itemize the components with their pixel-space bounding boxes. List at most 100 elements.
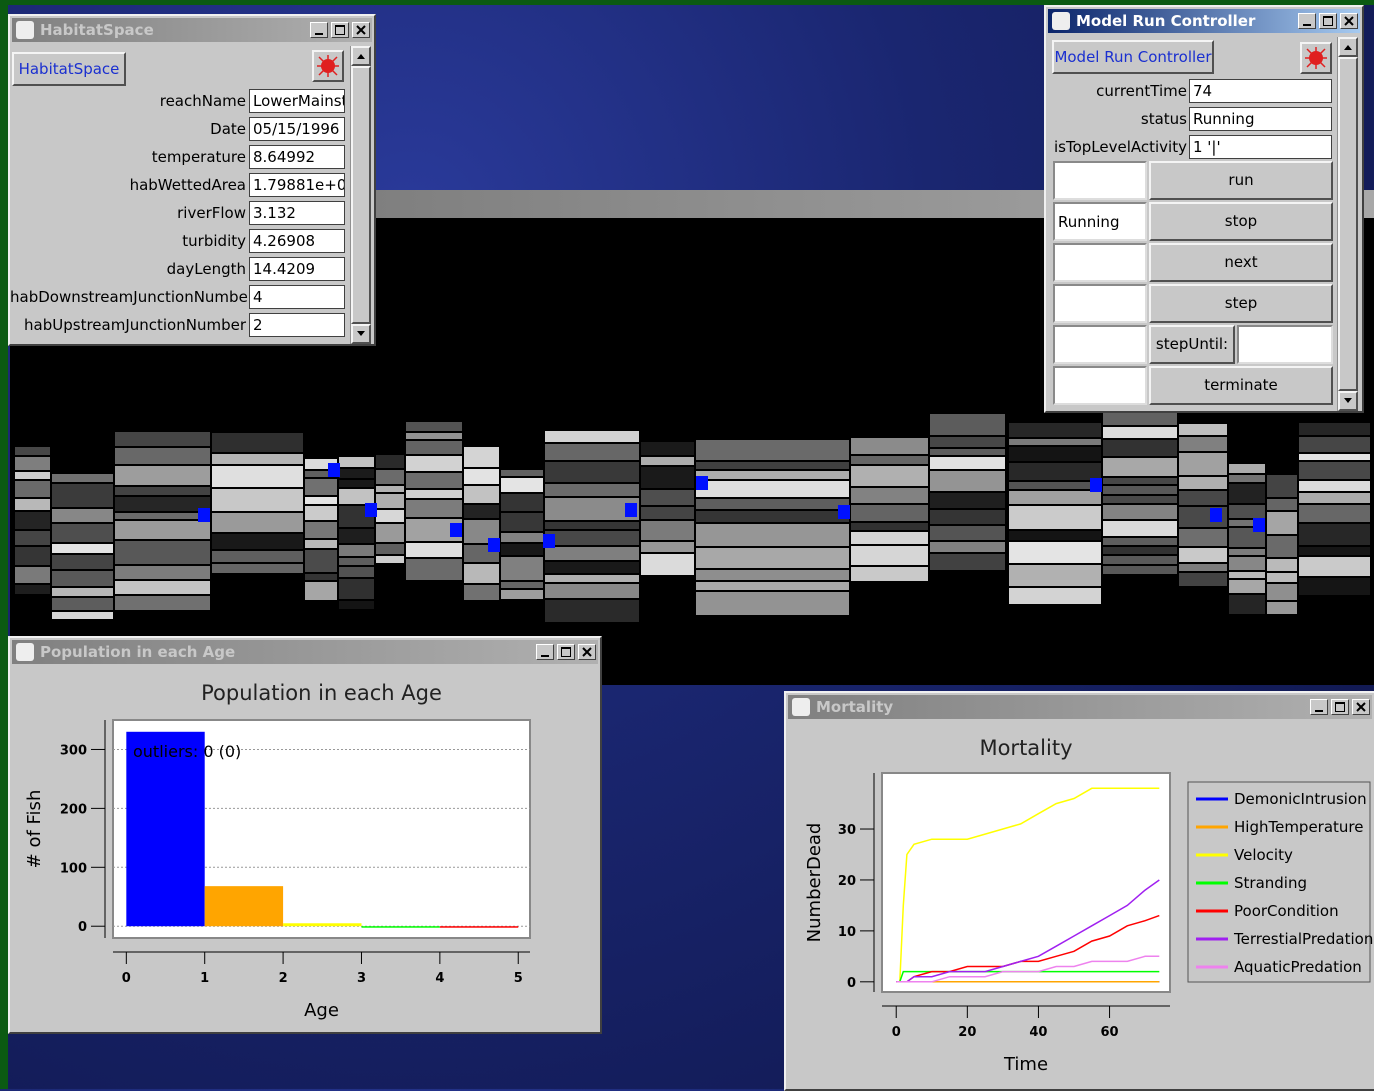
scroll-up[interactable] — [1338, 37, 1358, 57]
habitat-cell — [930, 437, 1005, 447]
habitat-cell — [339, 545, 374, 556]
field-value[interactable]: Running — [1189, 107, 1332, 131]
close-button[interactable] — [1340, 13, 1358, 29]
field-value[interactable]: 1 '|' — [1189, 135, 1332, 159]
habitat-cell — [1229, 484, 1265, 503]
habitat-cell — [851, 438, 928, 454]
control-button[interactable]: step — [1149, 284, 1333, 323]
scroll-up[interactable] — [351, 46, 371, 66]
maximize-button[interactable] — [557, 644, 575, 660]
habitat-cell — [1299, 437, 1370, 452]
title-bar: Population in each Age — [12, 640, 598, 664]
field-value[interactable]: LowerMainst — [249, 89, 345, 113]
habitat-cell — [464, 447, 499, 467]
habitat-cell — [1179, 564, 1227, 571]
field-label: temperature — [10, 145, 246, 169]
habitat-cell — [1299, 557, 1370, 576]
control-button[interactable]: next — [1149, 243, 1333, 282]
habitat-cell — [305, 540, 337, 548]
habitat-cell — [339, 579, 374, 599]
status-field[interactable] — [1053, 243, 1147, 282]
window-icon — [16, 21, 34, 39]
habitat-cell — [15, 547, 50, 565]
scroll-thumb[interactable] — [1338, 57, 1358, 391]
habitat-cell — [406, 490, 462, 498]
habitat-cell — [15, 447, 50, 455]
control-button[interactable]: terminate — [1149, 366, 1333, 405]
habitat-cell — [641, 521, 694, 540]
habitat-cell — [406, 456, 462, 471]
habitat-cell — [696, 570, 849, 580]
minimize-button[interactable] — [1298, 13, 1316, 29]
habitat-cell — [1009, 463, 1101, 480]
field-value[interactable]: 74 — [1189, 79, 1332, 103]
inspect-button[interactable] — [1300, 42, 1332, 74]
scroll-down[interactable] — [1338, 391, 1358, 411]
habitat-cell — [15, 472, 50, 479]
x-tick-label: 60 — [1101, 1025, 1119, 1040]
field-value[interactable]: 4 — [249, 285, 345, 309]
field-value[interactable]: 3.132 — [249, 201, 345, 225]
habitat-cell — [1299, 524, 1370, 545]
field-value[interactable]: 14.4209 — [249, 257, 345, 281]
habitat-cell — [212, 513, 303, 532]
control-button[interactable]: stop — [1149, 202, 1333, 241]
habitat-cell — [464, 564, 499, 583]
status-field[interactable] — [1053, 284, 1147, 323]
scrollbar[interactable] — [350, 46, 370, 344]
habitat-cell — [464, 469, 499, 484]
close-button[interactable] — [352, 22, 370, 38]
field-label: isTopLevelActivity — [1046, 135, 1187, 159]
habitat-cell — [376, 524, 404, 542]
status-field[interactable] — [1053, 325, 1147, 364]
fish-marker — [450, 523, 462, 537]
control-button[interactable]: run — [1149, 161, 1333, 200]
habitat-cell — [1299, 493, 1370, 503]
field-value[interactable]: 8.64992 — [249, 145, 345, 169]
close-button[interactable] — [578, 644, 596, 660]
habitat-cell — [1267, 602, 1297, 614]
field-value[interactable]: 2 — [249, 313, 345, 337]
scroll-thumb[interactable] — [351, 66, 371, 324]
status-field[interactable] — [1053, 366, 1147, 405]
fish-marker — [198, 508, 210, 522]
x-tick-label: 0 — [892, 1025, 901, 1040]
habitat-cell — [1299, 547, 1370, 555]
control-button[interactable]: stepUntil: — [1149, 325, 1235, 364]
field-value[interactable]: 1.79881e+07 — [249, 173, 345, 197]
step-until-field[interactable] — [1237, 325, 1333, 364]
minimize-button[interactable] — [1310, 699, 1328, 715]
minimize-button[interactable] — [310, 22, 328, 38]
habitat-cell — [851, 567, 928, 581]
scrollbar[interactable] — [1337, 37, 1357, 411]
object-button[interactable]: Model Run Controller — [1052, 40, 1214, 74]
habitat-cell — [15, 499, 50, 510]
habitat-cell — [1009, 423, 1101, 437]
object-button[interactable]: HabitatSpace — [12, 52, 126, 86]
y-tick-label: 300 — [60, 743, 87, 758]
field-value[interactable]: 4.26908 — [249, 229, 345, 253]
maximize-button[interactable] — [331, 22, 349, 38]
habitat-cell — [115, 566, 210, 579]
inspect-button[interactable] — [312, 50, 344, 82]
habitat-cell — [1229, 557, 1265, 570]
habitat-cell — [212, 534, 303, 549]
maximize-button[interactable] — [1331, 699, 1349, 715]
status-field[interactable] — [1053, 161, 1147, 200]
field-value[interactable]: 05/15/1996 — [249, 117, 345, 141]
status-field[interactable]: Running — [1053, 202, 1147, 241]
habitat-cell — [1229, 595, 1265, 614]
field-label: reachName — [10, 89, 246, 113]
habitat-cell — [851, 532, 928, 544]
minimize-button[interactable] — [536, 644, 554, 660]
habitat-cell — [930, 554, 1005, 570]
fish-marker — [543, 534, 555, 548]
window-title: Model Run Controller — [1076, 12, 1255, 30]
habitat-cell — [1103, 496, 1177, 503]
scroll-down[interactable] — [351, 324, 371, 344]
maximize-button[interactable] — [1319, 13, 1337, 29]
habitat-cell — [545, 484, 639, 496]
habitat-cell — [1267, 499, 1297, 510]
habitat-cell — [115, 432, 210, 446]
close-button[interactable] — [1352, 699, 1370, 715]
